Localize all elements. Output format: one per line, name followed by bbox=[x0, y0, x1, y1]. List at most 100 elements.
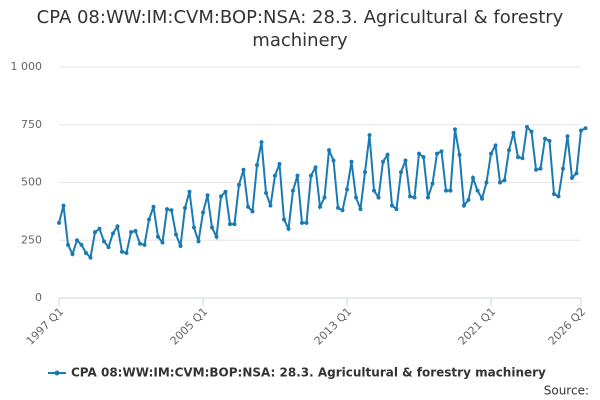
point bbox=[196, 239, 201, 244]
point bbox=[282, 217, 286, 222]
y-tick-label: 0 bbox=[35, 291, 42, 304]
point bbox=[399, 170, 403, 175]
point bbox=[457, 152, 462, 157]
point bbox=[448, 188, 453, 193]
point bbox=[106, 245, 111, 250]
point bbox=[165, 207, 169, 212]
point bbox=[565, 134, 570, 139]
point bbox=[322, 195, 327, 200]
point bbox=[295, 173, 300, 178]
point bbox=[268, 203, 273, 208]
point bbox=[426, 195, 430, 200]
point bbox=[241, 167, 246, 172]
point bbox=[129, 230, 133, 235]
point bbox=[430, 181, 435, 186]
point bbox=[552, 192, 556, 197]
point bbox=[579, 128, 583, 133]
point bbox=[273, 173, 277, 178]
point bbox=[160, 240, 165, 245]
point bbox=[345, 187, 349, 192]
point bbox=[480, 196, 484, 201]
point bbox=[93, 230, 97, 235]
point bbox=[286, 226, 291, 231]
point bbox=[516, 155, 520, 160]
point bbox=[255, 163, 259, 168]
point bbox=[390, 203, 394, 208]
point bbox=[412, 195, 417, 200]
point bbox=[70, 252, 75, 257]
series-line bbox=[58, 124, 586, 260]
point bbox=[525, 125, 529, 130]
point bbox=[394, 207, 399, 212]
point bbox=[97, 226, 102, 231]
point bbox=[124, 250, 129, 255]
point bbox=[115, 224, 120, 229]
point bbox=[538, 166, 543, 171]
point bbox=[300, 220, 304, 225]
point bbox=[138, 241, 142, 246]
x-tick-label: 2021 Q1 bbox=[456, 305, 499, 348]
point bbox=[228, 222, 232, 227]
point bbox=[304, 220, 309, 225]
point bbox=[156, 234, 160, 239]
legend-marker bbox=[54, 370, 60, 376]
point bbox=[223, 189, 228, 194]
point bbox=[354, 195, 358, 200]
point bbox=[277, 162, 282, 167]
point bbox=[408, 194, 412, 199]
y-tick-label: 250 bbox=[21, 233, 42, 246]
point bbox=[570, 175, 574, 180]
point bbox=[583, 126, 588, 131]
point bbox=[453, 127, 457, 132]
source: Source: bbox=[544, 384, 589, 398]
point bbox=[502, 178, 507, 183]
point bbox=[475, 188, 480, 193]
point bbox=[381, 159, 385, 164]
point bbox=[205, 193, 210, 198]
point bbox=[214, 234, 219, 239]
point bbox=[309, 173, 313, 178]
point bbox=[61, 203, 66, 208]
point bbox=[88, 255, 93, 260]
point bbox=[340, 208, 345, 213]
point bbox=[120, 249, 124, 254]
point bbox=[331, 158, 336, 163]
point bbox=[133, 229, 138, 234]
point bbox=[246, 204, 250, 209]
point bbox=[372, 188, 376, 193]
point bbox=[210, 225, 214, 230]
point bbox=[174, 232, 178, 237]
point bbox=[142, 242, 147, 247]
point bbox=[75, 238, 79, 243]
point bbox=[471, 175, 475, 180]
point bbox=[466, 197, 471, 202]
point bbox=[574, 171, 579, 176]
point bbox=[102, 239, 106, 244]
legend-label: CPA 08:WW:IM:CVM:BOP:NSA: 28.3. Agricult… bbox=[71, 366, 546, 380]
point bbox=[147, 217, 151, 222]
point bbox=[187, 189, 192, 194]
point bbox=[336, 205, 340, 210]
point bbox=[313, 165, 318, 170]
point bbox=[376, 195, 381, 200]
point bbox=[66, 242, 70, 247]
x-tick-label: 2013 Q1 bbox=[312, 305, 355, 348]
point bbox=[250, 209, 255, 214]
point bbox=[511, 130, 516, 135]
point bbox=[57, 220, 61, 225]
x-tick-label: 1997 Q1 bbox=[24, 305, 67, 348]
point bbox=[169, 208, 174, 213]
point bbox=[192, 225, 196, 230]
point bbox=[507, 148, 511, 153]
point bbox=[318, 204, 322, 209]
point bbox=[232, 222, 237, 227]
point bbox=[183, 205, 187, 210]
point bbox=[349, 159, 354, 164]
point bbox=[237, 182, 241, 187]
point bbox=[439, 149, 444, 154]
point bbox=[444, 188, 448, 193]
point bbox=[556, 194, 561, 199]
point bbox=[529, 129, 534, 134]
x-tick-label: 2005 Q1 bbox=[168, 305, 211, 348]
